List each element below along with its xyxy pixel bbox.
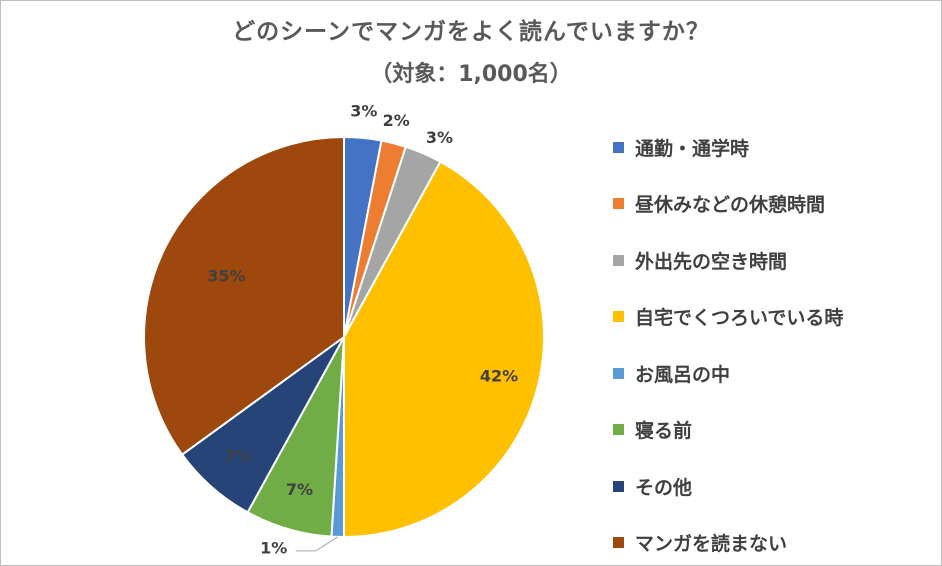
chart-title-block: どのシーンでマンガをよく読んでいますか？ （対象：1,000名）	[1, 15, 941, 93]
legend-swatch	[613, 198, 624, 210]
legend-label: 寝る前	[635, 420, 693, 443]
legend-item: 昼休みなどの休憩時間	[613, 176, 843, 233]
legend-swatch	[613, 311, 624, 323]
legend-label: 外出先の空き時間	[635, 250, 788, 273]
legend-label: その他	[635, 476, 693, 499]
data-label: 35%	[207, 267, 245, 286]
legend-item: お風呂の中	[613, 345, 843, 402]
legend-label: 自宅でくつろいでいる時	[635, 307, 844, 330]
pie-slices	[143, 135, 545, 539]
chart-subtitle: （対象：1,000名）	[370, 62, 572, 87]
legend-swatch	[613, 537, 624, 549]
legend-item: 寝る前	[613, 402, 843, 459]
legend-label: マンガを読まない	[635, 533, 788, 556]
chart-title: どのシーンでマンガをよく読んでいますか？	[232, 19, 710, 45]
legend-swatch	[613, 254, 624, 266]
legend-swatch	[613, 367, 624, 379]
legend: 通勤・通学時昼休みなどの休憩時間 外出先の空き時間自宅でくつろいでいる時 お風呂の中…	[613, 119, 843, 566]
legend-item: 通勤・通学時	[613, 119, 843, 176]
legend-item: その他	[613, 458, 843, 515]
legend-item: 外出先の空き時間	[613, 232, 843, 289]
data-label: 2%	[383, 111, 410, 130]
data-label: 3%	[350, 101, 377, 120]
pie-slice	[143, 135, 345, 456]
leader-line	[295, 536, 338, 552]
data-labels: 3% 2% 3% 42% 1% 7% 7% 35%	[207, 101, 518, 557]
legend-label: 昼休みなどの休憩時間	[635, 194, 826, 217]
legend-swatch	[613, 424, 624, 436]
legend-swatch	[613, 480, 624, 492]
legend-label: お風呂の中	[635, 363, 731, 386]
legend-item: 自宅でくつろいでいる時	[613, 289, 843, 346]
legend-label: 通勤・通学時	[635, 137, 750, 160]
leader-lines	[295, 536, 338, 552]
legend-item: マンガを読まない	[613, 515, 843, 566]
data-label: 3%	[426, 128, 453, 147]
pie-slice	[343, 160, 545, 539]
data-label: 7%	[286, 480, 313, 499]
legend-swatch	[613, 141, 624, 153]
data-label: 42%	[480, 366, 518, 385]
data-label: 1%	[260, 538, 287, 557]
data-label: 7%	[225, 447, 252, 466]
